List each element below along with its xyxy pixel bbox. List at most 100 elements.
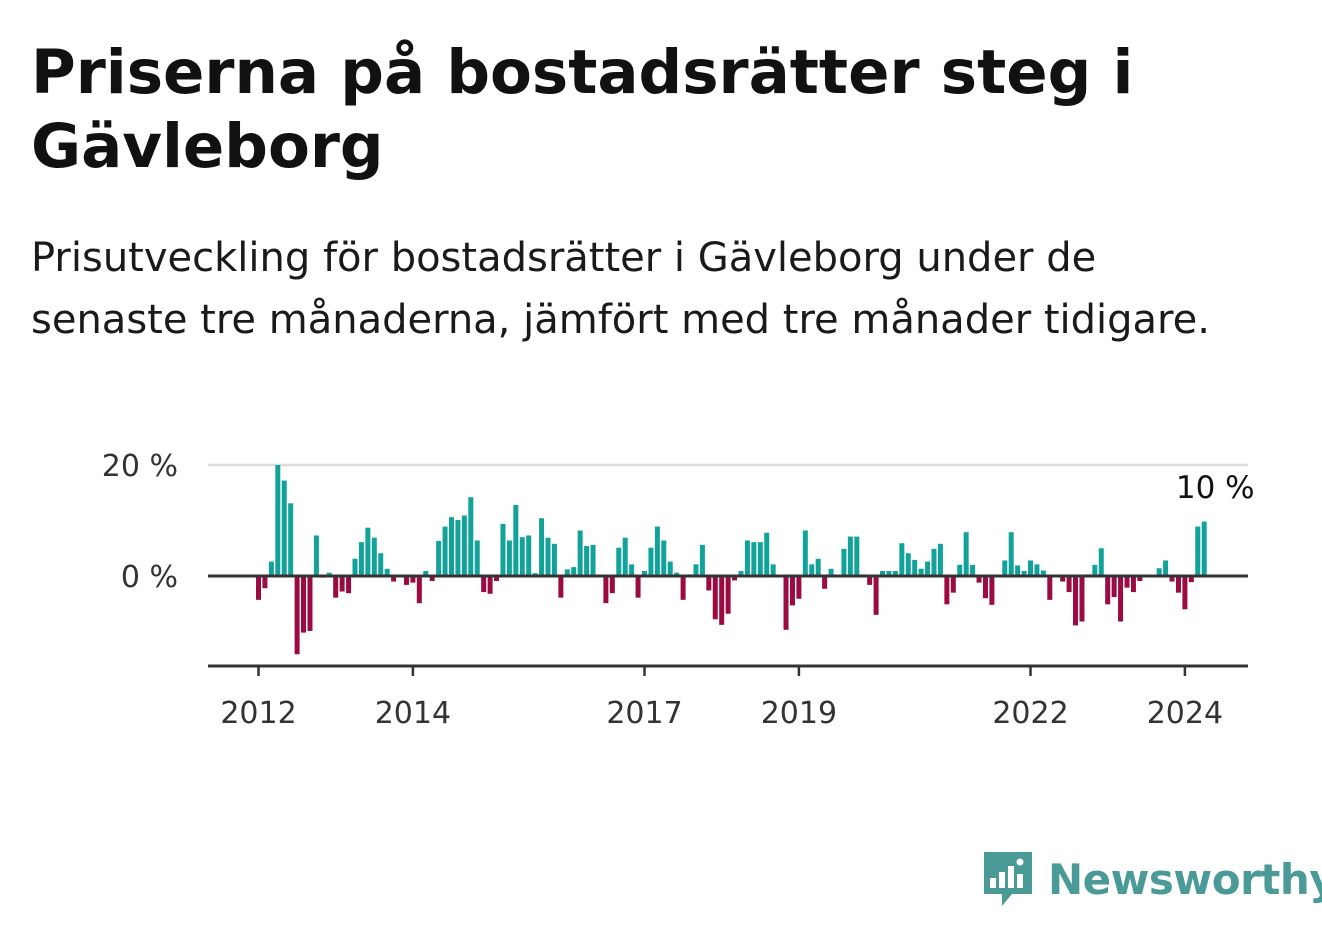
bar bbox=[950, 576, 956, 593]
latest-value-label: 10 % bbox=[1176, 470, 1255, 506]
bar bbox=[963, 532, 969, 576]
bar bbox=[880, 571, 886, 576]
x-tick-label: 2017 bbox=[606, 696, 682, 731]
bar bbox=[789, 576, 795, 606]
bar bbox=[526, 535, 532, 576]
bar bbox=[294, 576, 300, 655]
bar bbox=[494, 576, 500, 581]
bar bbox=[436, 541, 442, 576]
bar bbox=[854, 536, 860, 576]
label-layer: 0 % 20 % 2012 2014 2017 2019 2022 2024 10 % bbox=[102, 449, 1255, 731]
bar bbox=[539, 518, 545, 576]
x-tick-label: 2019 bbox=[761, 696, 837, 731]
bar bbox=[635, 576, 641, 598]
bar bbox=[1098, 548, 1104, 576]
bar bbox=[1201, 521, 1207, 576]
bar bbox=[262, 576, 268, 589]
bar bbox=[642, 571, 647, 576]
bar bbox=[699, 544, 705, 576]
bar bbox=[654, 526, 660, 576]
bar bbox=[1188, 576, 1194, 583]
bar bbox=[648, 547, 654, 576]
bars-layer bbox=[256, 465, 1207, 655]
bar bbox=[1182, 576, 1188, 610]
bar bbox=[815, 558, 821, 576]
bar bbox=[886, 571, 892, 576]
bar bbox=[506, 540, 512, 576]
bar bbox=[429, 576, 435, 581]
bar bbox=[757, 542, 763, 576]
bar bbox=[622, 537, 628, 576]
bar bbox=[982, 576, 988, 599]
chart-title: Priserna på bostadsrätter steg i Gävlebo… bbox=[31, 37, 1134, 182]
bar bbox=[1066, 576, 1072, 593]
bar bbox=[307, 576, 313, 631]
x-tick-label: 2014 bbox=[375, 696, 451, 731]
bar bbox=[551, 543, 557, 576]
bar bbox=[1015, 565, 1021, 576]
bar bbox=[281, 480, 287, 576]
bar bbox=[1047, 576, 1053, 600]
bar bbox=[474, 540, 480, 576]
bar bbox=[706, 576, 712, 591]
bar bbox=[937, 543, 943, 576]
bar bbox=[256, 576, 261, 600]
bar bbox=[352, 558, 358, 576]
brand-name: Newsworthy bbox=[1048, 854, 1322, 904]
bar bbox=[410, 576, 416, 583]
bar bbox=[751, 542, 757, 576]
bar bbox=[802, 530, 808, 576]
bar bbox=[712, 576, 718, 620]
bar bbox=[899, 543, 905, 576]
x-tick-label: 2022 bbox=[992, 696, 1068, 731]
bar bbox=[1060, 576, 1066, 582]
bar bbox=[1169, 576, 1175, 582]
bar bbox=[564, 569, 570, 576]
bar bbox=[783, 576, 789, 630]
bar bbox=[719, 576, 725, 625]
bar bbox=[841, 548, 847, 577]
bar bbox=[468, 497, 474, 576]
bar bbox=[301, 576, 307, 633]
bar bbox=[976, 576, 982, 583]
bar bbox=[558, 576, 564, 598]
bar bbox=[384, 568, 390, 576]
bar bbox=[339, 576, 345, 592]
x-tick-label: 2012 bbox=[220, 696, 296, 731]
bar bbox=[1195, 526, 1201, 576]
bar bbox=[461, 515, 467, 576]
bar bbox=[925, 561, 931, 576]
bar bbox=[275, 465, 281, 576]
bar bbox=[764, 532, 770, 576]
bar bbox=[603, 576, 609, 604]
bar bbox=[770, 564, 776, 576]
bar bbox=[912, 559, 918, 576]
bar bbox=[667, 561, 673, 576]
bar bbox=[346, 576, 352, 594]
bar bbox=[828, 568, 834, 576]
bar bbox=[391, 576, 397, 582]
bar bbox=[1175, 576, 1181, 593]
bar bbox=[732, 576, 738, 581]
bar bbox=[1118, 576, 1124, 622]
bar bbox=[970, 564, 976, 576]
bar bbox=[847, 536, 853, 576]
bar bbox=[609, 576, 615, 594]
bar bbox=[449, 517, 454, 576]
bar bbox=[616, 547, 622, 576]
bar bbox=[1040, 570, 1046, 576]
bar bbox=[371, 537, 377, 576]
bar bbox=[873, 576, 879, 615]
bar bbox=[519, 537, 525, 576]
brand-logo: Newsworthy bbox=[980, 848, 1322, 910]
bar-chart: 0 % 20 % 2012 2014 2017 2019 2022 2024 10 % bbox=[102, 449, 1255, 731]
bar bbox=[403, 576, 409, 585]
bar bbox=[680, 576, 686, 600]
bar bbox=[1021, 571, 1027, 576]
bar bbox=[584, 546, 590, 576]
bar bbox=[365, 527, 371, 576]
bar bbox=[1111, 576, 1117, 598]
bar bbox=[693, 564, 699, 576]
bar bbox=[629, 564, 635, 576]
axis-layer bbox=[208, 574, 1248, 676]
